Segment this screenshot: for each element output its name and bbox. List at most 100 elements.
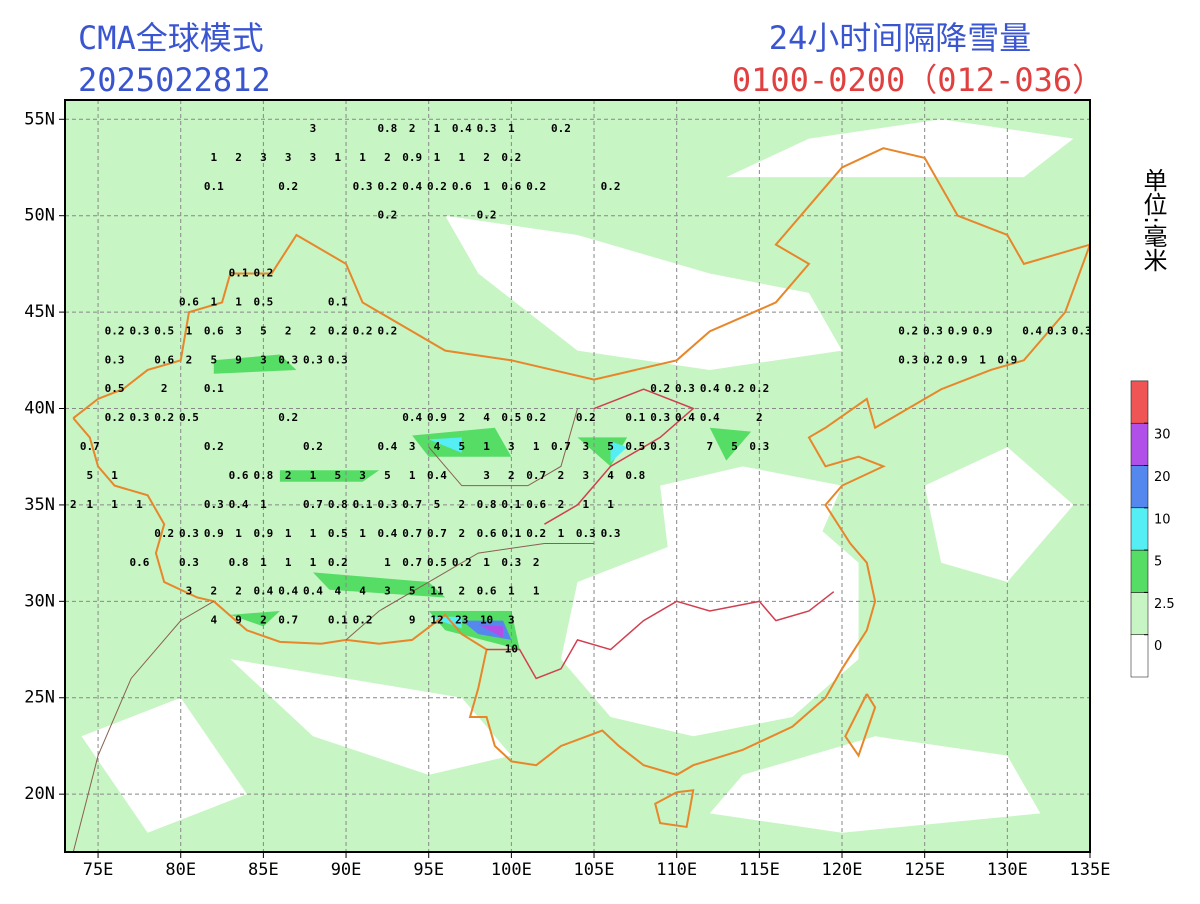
station-value: 0.4 [402, 180, 422, 193]
station-value: 0.2 [154, 411, 174, 424]
station-value: 4 [483, 411, 490, 424]
station-value: 0.5 [427, 556, 447, 569]
station-value: 0.4 [427, 469, 447, 482]
station-value: 0.1 [328, 295, 348, 308]
station-value: 1 [409, 469, 416, 482]
station-value: 9 [409, 614, 416, 627]
map: 3 0.8 2 1 0.4 0.3 1 0.21 2 3 3 3 1 1 2 0.9 1 1 2 0.20.1 0.2 0… [65, 100, 1090, 852]
station-value: 9 [235, 614, 242, 627]
station-value: 0.3 [650, 440, 670, 453]
shade [709, 427, 752, 461]
station-value: 0.1 [501, 527, 521, 540]
station-value: 0.6 [477, 585, 497, 598]
station-value: 0.3 [377, 498, 397, 511]
station-value: 0.4 [377, 527, 397, 540]
station-value: 3 [186, 585, 193, 598]
station-value: 0.9 [973, 324, 993, 337]
lon-tick-label: 105E [574, 860, 615, 880]
station-value: 0.1 [328, 614, 348, 627]
station-value: 2 [558, 469, 565, 482]
station-value: 23 [455, 614, 468, 627]
station-value: 0.3 [898, 353, 918, 366]
lon-tick-label: 85E [248, 860, 279, 880]
station-value: 2 [161, 382, 168, 395]
station-value: 1 [111, 469, 118, 482]
lon-tick-label: 95E [413, 860, 444, 880]
station-value: 0.2 [253, 267, 273, 280]
province [345, 542, 595, 641]
legend-swatch [1130, 380, 1149, 424]
shade [279, 470, 380, 482]
border [72, 147, 1090, 776]
station-value: 0.2 [353, 324, 373, 337]
legend-swatch [1130, 507, 1149, 551]
shade [428, 437, 462, 453]
station-value: 0.2 [526, 180, 546, 193]
station-value: 0.3 [601, 527, 621, 540]
legend-label: 0 [1154, 639, 1162, 654]
station-value: 0.2 [328, 324, 348, 337]
station-value: 0.5 [154, 324, 174, 337]
station-value: 0.2 [749, 382, 769, 395]
station-value: 0.3 [749, 440, 769, 453]
station-value: 1 [434, 151, 441, 164]
station-value: 0.9 [948, 353, 968, 366]
station-value: 0.2 [204, 440, 224, 453]
station-value: 2 [409, 122, 416, 135]
station-value: 0.4 [229, 498, 249, 511]
province [428, 408, 578, 487]
station-value: 2 [558, 498, 565, 511]
station-value: 1 [260, 556, 267, 569]
legend-swatch [1130, 634, 1149, 678]
station-value: 0.5 [328, 527, 348, 540]
station-value: 1 [210, 151, 217, 164]
station-value: 1 [533, 440, 540, 453]
station-value: 0.3 [328, 353, 348, 366]
legend-label: 30 [1154, 428, 1171, 443]
station-value: 2 [235, 151, 242, 164]
station-value: 0.2 [501, 151, 521, 164]
border [72, 600, 215, 852]
shade [478, 624, 504, 638]
station-value: 0.8 [625, 469, 645, 482]
station-value: 0.3 [278, 353, 298, 366]
station-value: 0.3 [179, 527, 199, 540]
station-value: 0.2 [427, 180, 447, 193]
station-value: 1 [111, 498, 118, 511]
station-value: 0.3 [204, 498, 224, 511]
station-value: 3 [508, 614, 515, 627]
station-value: 2 [186, 353, 193, 366]
station-value: 1 [483, 556, 490, 569]
station-value: 0.5 [625, 440, 645, 453]
station-value: 0.1 [204, 180, 224, 193]
map-frame [64, 99, 1091, 853]
station-value: 3 [310, 122, 317, 135]
lon-tick-label: 115E [739, 860, 780, 880]
station-value: 0.6 [501, 180, 521, 193]
station-value: 0.7 [402, 556, 422, 569]
lat-tick-label: 55N [24, 109, 55, 129]
shade [924, 447, 1074, 583]
station-value: 0.3 [129, 324, 149, 337]
shade [230, 659, 512, 775]
legend-swatch [1130, 592, 1149, 635]
lat-tick-label: 30N [24, 591, 55, 611]
lat-tick-label: 45N [24, 302, 55, 322]
lat-tick-label: 20N [24, 784, 55, 804]
station-value: 0.5 [179, 411, 199, 424]
station-value: 2 [458, 585, 465, 598]
station-value: 0.2 [105, 411, 125, 424]
station-value: 0.6 [229, 469, 249, 482]
station-value: 2 [458, 498, 465, 511]
station-value: 2 [483, 151, 490, 164]
station-value: 12 [430, 614, 443, 627]
station-value: 2 [756, 411, 763, 424]
station-value: 3 [310, 151, 317, 164]
station-value: 3 [235, 324, 242, 337]
station-value: 1 [607, 498, 614, 511]
unit-label: 单位:毫米 [1139, 168, 1167, 272]
station-value: 0.2 [725, 382, 745, 395]
station-value: 5 [260, 324, 267, 337]
station-value: 1 [359, 151, 366, 164]
